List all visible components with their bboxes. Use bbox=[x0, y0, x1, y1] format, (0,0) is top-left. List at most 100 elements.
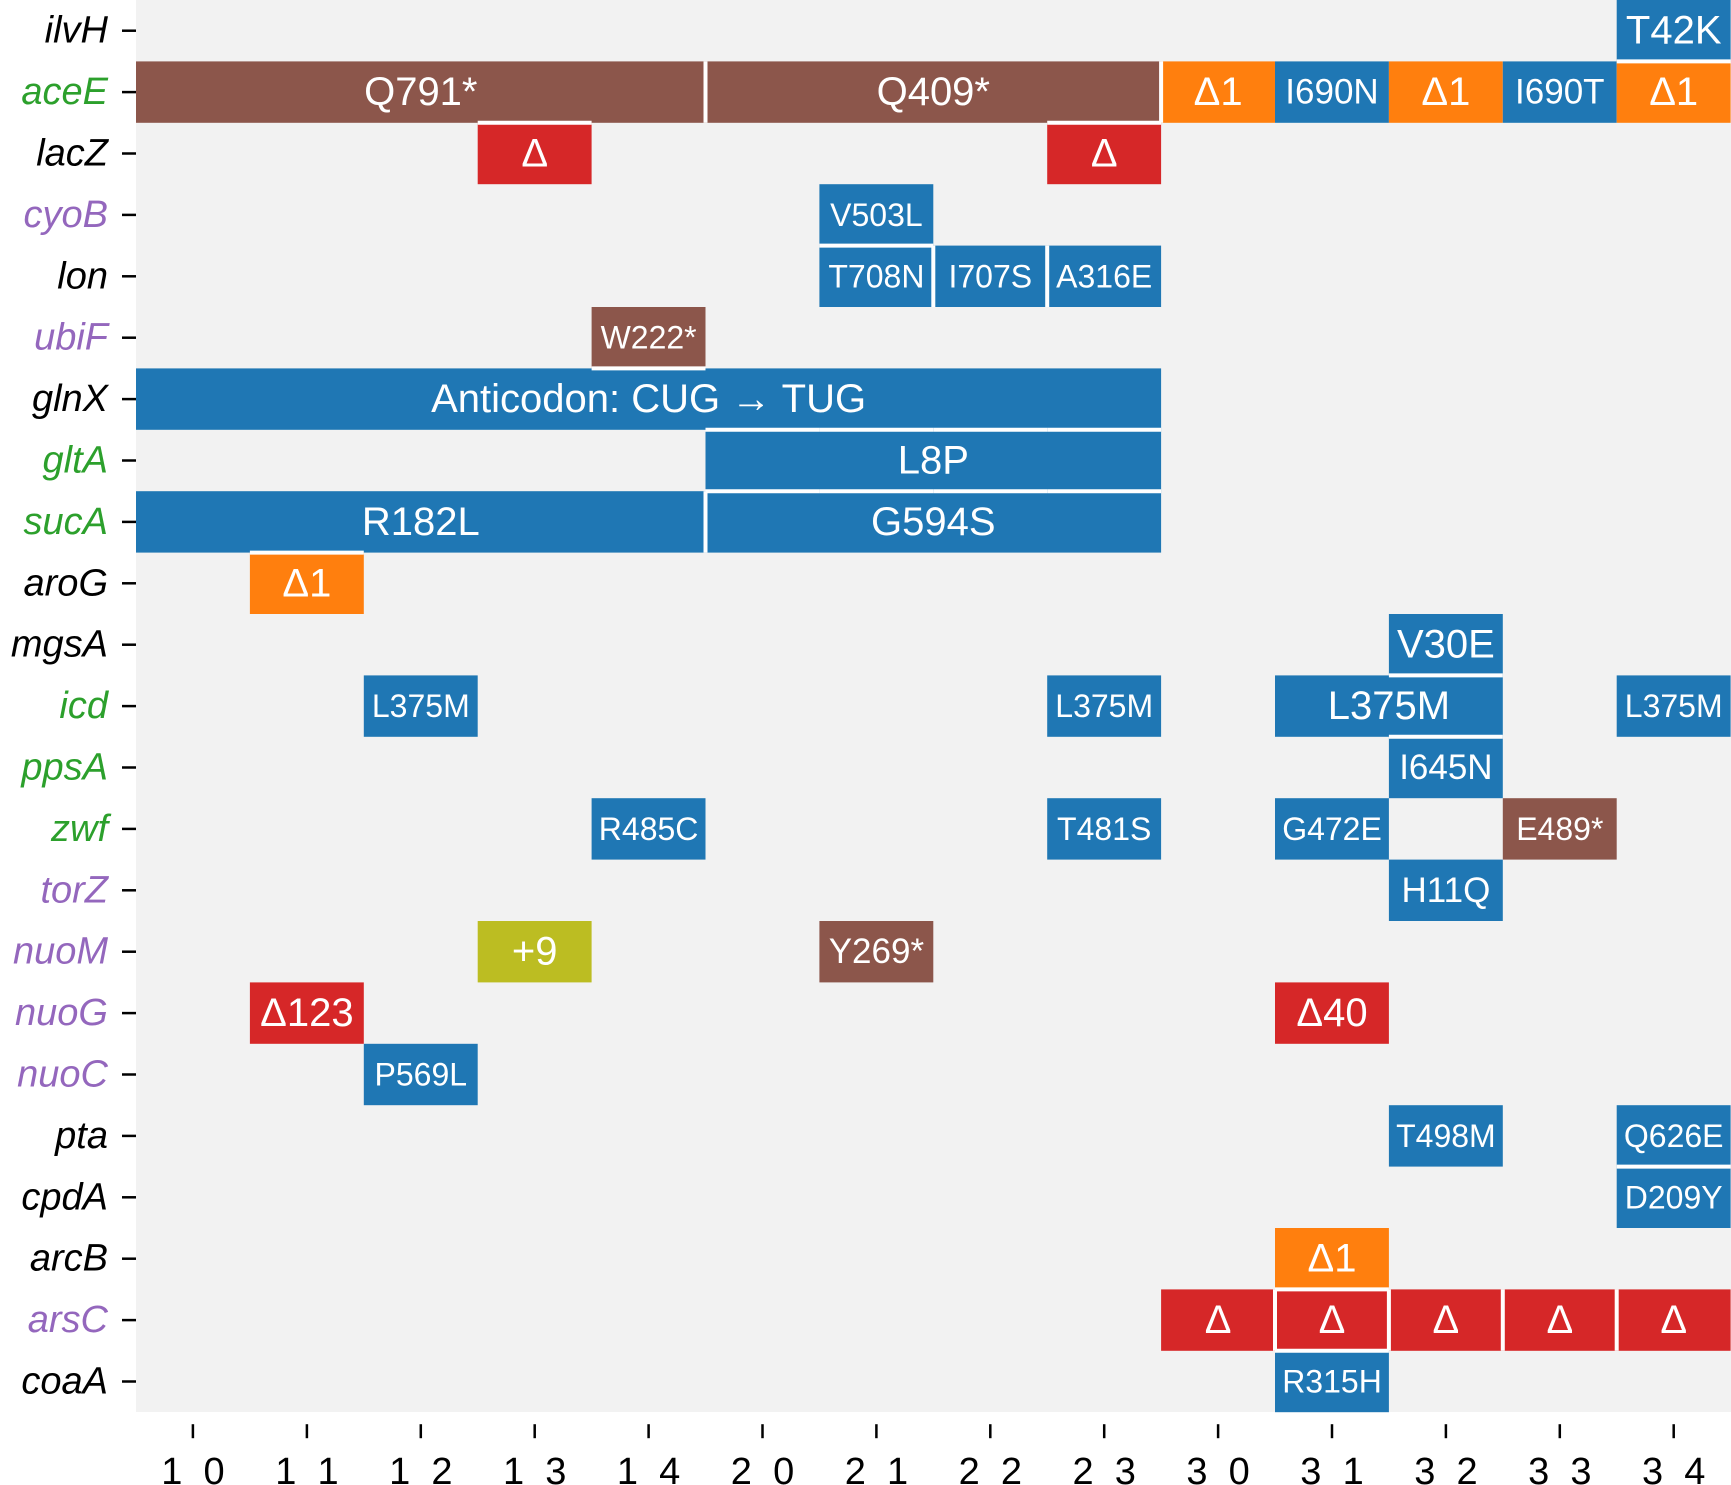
gene-label-lacZ: lacZ bbox=[36, 133, 110, 175]
gene-label-ubiF: ubiF bbox=[34, 317, 110, 359]
mutation-cell-lon-12 bbox=[933, 245, 1048, 307]
mutation-cell-icd-22 bbox=[1047, 675, 1162, 737]
gene-label-arsC: arsC bbox=[28, 1299, 109, 1341]
mutation-labels: T42K Q791* Q409* Δ1 I690N Δ1 I690T Δ1 Δ Δ V503L T70… bbox=[260, 9, 1723, 1400]
mutation-cell-aceE-4 bbox=[1275, 61, 1389, 123]
mutation-cell-icd-21 bbox=[363, 675, 478, 737]
mutation-cell-icd-24 bbox=[1616, 675, 1731, 737]
mutation-cell-pta-37 bbox=[1616, 1105, 1731, 1167]
gene-label-sucA: sucA bbox=[24, 501, 108, 543]
mutation-label-ilvH-0: T42K bbox=[1626, 9, 1722, 53]
mutation-cell-aceE-3 bbox=[1161, 61, 1275, 123]
mutation-cell-aceE-5 bbox=[1388, 61, 1503, 123]
mutation-cell-aceE-2 bbox=[705, 61, 1162, 123]
mutation-label-glnX-15: Anticodon: CUG → TUG bbox=[431, 377, 866, 421]
x-label-3_1: 3_1 bbox=[1300, 1451, 1363, 1485]
mutation-cells bbox=[136, 0, 1731, 1413]
mutation-cell-aceE-6 bbox=[1502, 61, 1617, 123]
mutation-label-aceE-4: I690N bbox=[1285, 73, 1378, 112]
mutation-cell-gltA-16 bbox=[705, 429, 1162, 492]
mutation-label-mgsA-20: V30E bbox=[1397, 623, 1495, 667]
mutation-label-nuoM-32: Y269* bbox=[829, 932, 925, 971]
mutation-cell-nuoM-32 bbox=[819, 921, 934, 983]
mutation-cell-pta-36 bbox=[1388, 1105, 1503, 1167]
x-label-3_2: 3_2 bbox=[1414, 1451, 1477, 1485]
mutation-cell-arsC-43 bbox=[1502, 1289, 1617, 1351]
mutation-label-cyoB-10: V503L bbox=[830, 197, 923, 233]
mutation-cell-arsC-41 bbox=[1275, 1289, 1389, 1351]
mutation-label-arsC-41: Δ bbox=[1319, 1298, 1346, 1342]
mutation-label-ubiF-14: W222* bbox=[601, 320, 697, 356]
mutation-cell-nuoM-31 bbox=[477, 921, 592, 983]
mutation-label-nuoG-33: Δ123 bbox=[260, 991, 353, 1035]
mutation-label-aceE-5: Δ1 bbox=[1421, 70, 1470, 114]
gene-label-coaA: coaA bbox=[21, 1361, 108, 1403]
mutation-cell-arsC-44 bbox=[1616, 1289, 1731, 1351]
mutation-cell-ppsA-25 bbox=[1388, 736, 1503, 799]
x-label-3_4: 3_4 bbox=[1642, 1451, 1705, 1485]
mutation-label-zwf-27: T481S bbox=[1057, 811, 1151, 847]
mutation-label-aceE-6: I690T bbox=[1515, 73, 1605, 112]
block-separators bbox=[249, 59, 1731, 1353]
mutation-label-lon-12: I707S bbox=[948, 258, 1032, 294]
mutation-cell-aceE-1 bbox=[136, 61, 706, 123]
mutation-label-icd-23: L375M bbox=[1328, 684, 1450, 728]
mutation-label-lacZ-9: Δ bbox=[1091, 132, 1118, 176]
gene-label-glnX: glnX bbox=[32, 378, 110, 420]
mutation-cell-coaA-45 bbox=[1275, 1350, 1389, 1413]
gene-label-lon: lon bbox=[57, 255, 108, 297]
gene-label-aceE: aceE bbox=[21, 71, 108, 113]
mutation-label-zwf-29: E489* bbox=[1516, 811, 1603, 847]
mutation-label-lon-11: T708N bbox=[828, 258, 924, 294]
mutation-cell-arsC-40 bbox=[1161, 1289, 1275, 1351]
mutation-label-icd-21: L375M bbox=[372, 688, 470, 724]
mutation-label-icd-24: L375M bbox=[1625, 688, 1723, 724]
gene-label-torZ: torZ bbox=[40, 869, 109, 911]
gene-label-pta: pta bbox=[54, 1115, 108, 1157]
mutation-cell-torZ-30 bbox=[1388, 859, 1503, 921]
mutation-cell-zwf-29 bbox=[1502, 798, 1617, 860]
mutation-cell-ilvH-0 bbox=[1616, 0, 1731, 62]
gene-label-icd: icd bbox=[59, 685, 109, 727]
mutation-cell-mgsA-20 bbox=[1388, 614, 1503, 676]
mutation-label-aceE-2: Q409* bbox=[877, 70, 990, 114]
mutation-cell-sucA-18 bbox=[705, 491, 1162, 553]
x-label-2_3: 2_3 bbox=[1072, 1451, 1135, 1485]
x-label-2_1: 2_1 bbox=[845, 1451, 908, 1485]
mutation-cell-nuoG-33 bbox=[249, 982, 364, 1044]
gene-label-aroG: aroG bbox=[24, 562, 108, 604]
x-label-1_4: 1_4 bbox=[617, 1451, 680, 1485]
mutation-cell-glnX-15 bbox=[136, 368, 1162, 430]
mutation-cell-nuoC-35 bbox=[363, 1043, 478, 1106]
mutation-cell-cpdA-38 bbox=[1616, 1166, 1731, 1228]
gene-label-ilvH: ilvH bbox=[45, 10, 109, 52]
mutation-label-aceE-1: Q791* bbox=[364, 70, 477, 114]
mutation-label-nuoM-31: +9 bbox=[512, 930, 558, 974]
x-label-3_3: 3_3 bbox=[1528, 1451, 1591, 1485]
x-label-2_0: 2_0 bbox=[731, 1451, 794, 1485]
mutation-label-pta-37: Q626E bbox=[1624, 1118, 1724, 1154]
mutation-label-lacZ-8: Δ bbox=[521, 132, 548, 176]
mutation-label-lon-13: A316E bbox=[1056, 258, 1152, 294]
mutation-label-zwf-28: G472E bbox=[1282, 811, 1382, 847]
x-label-3_0: 3_0 bbox=[1186, 1451, 1249, 1485]
mutation-cell-lon-13 bbox=[1047, 245, 1162, 307]
mutation-label-nuoC-35: P569L bbox=[375, 1057, 468, 1093]
mutation-label-gltA-16: L8P bbox=[898, 439, 969, 483]
mutation-label-nuoG-34: Δ40 bbox=[1296, 991, 1367, 1035]
mutation-label-arcB-39: Δ1 bbox=[1308, 1237, 1357, 1281]
gene-label-cpdA: cpdA bbox=[21, 1176, 108, 1218]
mutation-label-arsC-40: Δ bbox=[1205, 1298, 1232, 1342]
mutation-cell-aceE-7 bbox=[1616, 61, 1731, 123]
gene-label-nuoG: nuoG bbox=[15, 992, 108, 1034]
mutation-cell-arcB-39 bbox=[1275, 1228, 1389, 1290]
mutation-label-torZ-30: H11Q bbox=[1401, 871, 1490, 910]
mutation-label-arsC-42: Δ bbox=[1433, 1298, 1460, 1342]
gene-label-nuoC: nuoC bbox=[17, 1054, 108, 1096]
mutation-cell-arsC-42 bbox=[1388, 1289, 1503, 1351]
mutation-label-aceE-3: Δ1 bbox=[1194, 70, 1243, 114]
mutation-cell-zwf-28 bbox=[1275, 798, 1389, 860]
gene-label-arcB: arcB bbox=[30, 1238, 108, 1280]
mutation-cell-aroG-19 bbox=[249, 552, 364, 614]
mutation-label-aroG-19: Δ1 bbox=[282, 561, 331, 605]
